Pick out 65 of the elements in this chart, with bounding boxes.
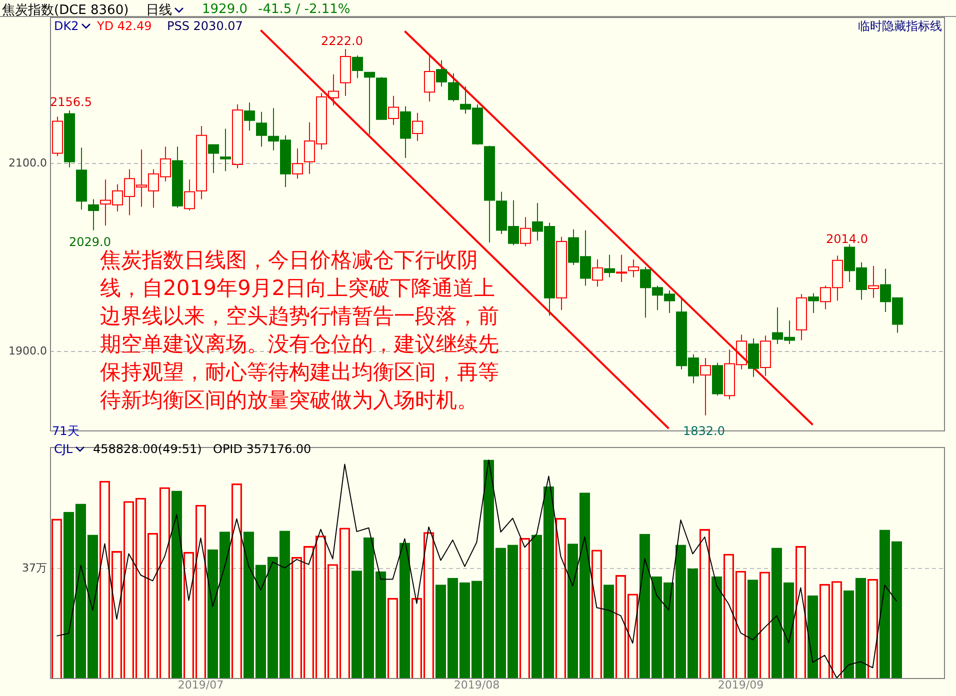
bar <box>603 584 614 678</box>
candlestick <box>76 147 87 210</box>
bar <box>711 576 722 678</box>
candlestick <box>412 112 423 142</box>
text: CJL <box>54 442 73 456</box>
annotation: 1929.0 <box>202 2 248 17</box>
candlestick <box>424 54 435 102</box>
candlestick <box>400 106 411 158</box>
candlestick <box>436 60 447 88</box>
candlestick <box>340 48 351 96</box>
candlestick <box>196 125 207 200</box>
annotation: 2222.0 <box>321 34 363 48</box>
candlestick <box>352 55 363 79</box>
candlestick <box>760 335 771 376</box>
chart-title: 焦炭指数(DCE 8360) <box>2 2 129 19</box>
candlestick <box>364 72 375 135</box>
annotation: 2156.5 <box>50 95 92 109</box>
candlestick <box>232 104 243 169</box>
candlestick <box>616 254 627 282</box>
y-tick-label: 1900.0 <box>8 344 47 358</box>
candlestick <box>868 265 879 298</box>
candlestick <box>208 144 219 174</box>
candlestick <box>88 198 99 231</box>
bar <box>747 580 758 678</box>
annotation: 焦炭指数日线图，今日价格减仓下行收阴线，自2019年9月2日向上突破下降通道上边界线以来，空头趋势行情暂告一段落，前期空单建议离场。没有仓位的，建议继续先保持观望，耐心等待构建出均衡区间，再等待新均衡区间的放量突破做为入场时机。 <box>100 248 499 412</box>
candlestick <box>556 236 567 311</box>
candlestick <box>484 145 495 243</box>
x-tick-label: 2019/07 <box>178 678 224 692</box>
annotation: 日线 <box>146 3 172 18</box>
annotation: 2014.0 <box>826 232 868 246</box>
candlestick <box>220 128 231 172</box>
candlestick <box>388 95 399 126</box>
annotation: 临时隐藏指标线 <box>858 19 942 33</box>
text: 458828.00(49:51) <box>93 442 202 456</box>
candlestick <box>448 72 459 102</box>
candlestick <box>52 116 63 157</box>
annotation: -41.5 / -2.11% <box>258 2 350 17</box>
bar <box>399 542 410 678</box>
annotation: YD 42.49 <box>97 19 152 33</box>
annotation: 71天 <box>52 424 80 438</box>
text: OPID 357176.00 <box>213 442 312 456</box>
annotation: 1832.0 <box>683 424 725 438</box>
x-tick-label: 2019/09 <box>718 678 764 692</box>
candlestick <box>292 148 303 180</box>
candlestick <box>64 110 75 168</box>
candlestick <box>172 146 183 208</box>
candlestick <box>604 254 615 278</box>
annotation: 2029.0 <box>69 235 111 249</box>
candlestick <box>520 216 531 247</box>
candlestick <box>808 292 819 314</box>
candlestick <box>748 338 759 378</box>
candlestick <box>184 179 195 212</box>
candlestick <box>256 111 267 148</box>
candlestick <box>700 358 711 416</box>
candlestick <box>628 258 639 278</box>
x-tick-label: 2019/08 <box>454 678 500 692</box>
annotation: DK2 <box>54 19 79 33</box>
candlestick <box>244 102 255 132</box>
bar <box>171 490 182 678</box>
ref-line-label: 37万 <box>22 561 47 574</box>
annotation: PSS 2030.07 <box>167 19 243 33</box>
candlestick <box>592 258 603 288</box>
y-tick-label: 2100.0 <box>8 156 47 170</box>
candlestick <box>796 294 807 341</box>
bar <box>807 596 818 678</box>
